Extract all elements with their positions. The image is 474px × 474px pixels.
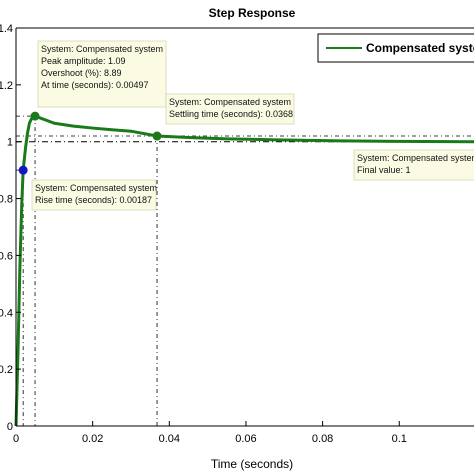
x-tick-label: 0.02 — [82, 433, 103, 445]
series-line-0 — [14, 114, 474, 427]
final-datatip: System: Compensated system Final value: 1 — [353, 149, 474, 181]
x-tick-label: 0 — [13, 433, 19, 445]
peak-datatip: System: Compensated system Peak amplitude… — [37, 40, 167, 108]
x-tick-label: 0.06 — [235, 433, 256, 445]
y-tick-label: 0.2 — [0, 364, 13, 376]
datatip-line: Settling time (seconds): 0.0368 — [169, 109, 293, 119]
datatip-line: System: Compensated system — [169, 97, 291, 107]
datatip-line: System: Compensated system — [41, 44, 163, 54]
datatip-line: System: Compensated system — [357, 153, 474, 163]
x-tick-label: 0.04 — [159, 433, 180, 445]
settling-datatip: System: Compensated system Settling time … — [165, 93, 295, 125]
settling-marker — [152, 131, 162, 141]
datatip-box — [31, 179, 157, 211]
x-tick-label: 0.08 — [312, 433, 333, 445]
datatip-line: System: Compensated system — [35, 183, 157, 193]
datatip-line: Peak amplitude: 1.09 — [41, 56, 126, 66]
y-tick-label: 0.6 — [0, 250, 13, 262]
chart-title: Step Response — [209, 6, 296, 20]
peak-marker — [30, 111, 40, 121]
x-axis-label: Time (seconds) — [211, 457, 293, 471]
datatip-box — [353, 149, 474, 181]
legend-label: Compensated system — [366, 41, 474, 55]
datatip-line: Overshoot (%): 8.89 — [41, 68, 122, 78]
y-tick-label: 0.8 — [0, 194, 13, 206]
datatip-line: Rise time (seconds): 0.00187 — [35, 195, 152, 205]
datatip-line: Final value: 1 — [357, 165, 411, 175]
datatip-box — [37, 40, 167, 108]
y-tick-label: 1.2 — [0, 80, 13, 92]
y-tick-label: 0 — [7, 421, 13, 433]
datatip-line: At time (seconds): 0.00497 — [41, 80, 149, 90]
y-tick-label: 1.4 — [0, 23, 13, 35]
x-tick-label: 0.1 — [392, 433, 407, 445]
y-tick-label: 0.4 — [0, 307, 13, 319]
y-tick-label: 1 — [7, 137, 13, 149]
rise-datatip: System: Compensated system Rise time (sec… — [31, 179, 157, 211]
datatip-box — [165, 93, 295, 125]
rise-marker — [18, 165, 28, 175]
